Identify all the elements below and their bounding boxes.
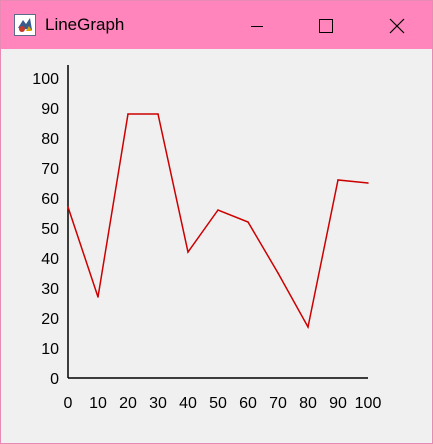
x-tick-label: 50 <box>209 395 227 412</box>
x-tick-labels: 0 10 20 30 40 50 60 70 80 90 100 <box>64 395 382 412</box>
y-tick-label: 60 <box>41 191 59 208</box>
y-tick-label: 80 <box>41 131 59 148</box>
data-point <box>217 209 219 211</box>
client-area: 0 10 20 30 40 50 60 70 80 90 100 0 10 20 30 40 50 60 70 80… <box>1 49 432 443</box>
close-icon <box>389 18 405 34</box>
data-point <box>127 113 129 115</box>
maximize-icon <box>319 19 333 33</box>
y-tick-label: 20 <box>41 311 59 328</box>
y-tick-label: 0 <box>50 371 59 388</box>
y-tick-label: 70 <box>41 161 59 178</box>
series-line <box>67 113 369 330</box>
data-point <box>337 179 339 181</box>
close-button[interactable] <box>374 1 420 49</box>
x-tick-label: 0 <box>64 395 73 412</box>
x-tick-label: 70 <box>269 395 287 412</box>
java-app-icon <box>14 14 36 36</box>
minimize-button[interactable] <box>234 1 280 49</box>
y-tick-label: 40 <box>41 251 59 268</box>
data-point <box>97 296 99 298</box>
x-tick-label: 100 <box>355 395 382 412</box>
x-tick-label: 20 <box>119 395 137 412</box>
y-tick-label: 100 <box>32 71 59 88</box>
y-tick-labels: 0 10 20 30 40 50 60 70 80 90 100 <box>32 71 59 388</box>
chart-series <box>67 113 369 330</box>
window-title: LineGraph <box>45 15 125 34</box>
x-tick-label: 90 <box>329 395 347 412</box>
minimize-icon <box>251 26 263 27</box>
x-tick-label: 60 <box>239 395 257 412</box>
y-tick-label: 90 <box>41 101 59 118</box>
data-point <box>157 113 159 115</box>
x-tick-label: 10 <box>89 395 107 412</box>
x-tick-label: 80 <box>299 395 317 412</box>
data-point <box>67 206 69 208</box>
chart-axes <box>67 65 368 379</box>
x-tick-label: 30 <box>149 395 167 412</box>
data-point <box>247 221 249 223</box>
y-tick-label: 50 <box>41 221 59 238</box>
x-tick-label: 40 <box>179 395 197 412</box>
title-bar[interactable]: LineGraph <box>1 1 432 49</box>
data-point <box>367 182 369 184</box>
maximize-button[interactable] <box>303 1 349 49</box>
data-point <box>307 326 309 328</box>
data-point <box>277 272 279 274</box>
data-point <box>187 251 189 253</box>
line-chart: 0 10 20 30 40 50 60 70 80 90 100 0 10 20 30 40 50 60 70 80… <box>32 65 382 412</box>
y-tick-label: 30 <box>41 281 59 298</box>
y-tick-label: 10 <box>41 341 59 358</box>
